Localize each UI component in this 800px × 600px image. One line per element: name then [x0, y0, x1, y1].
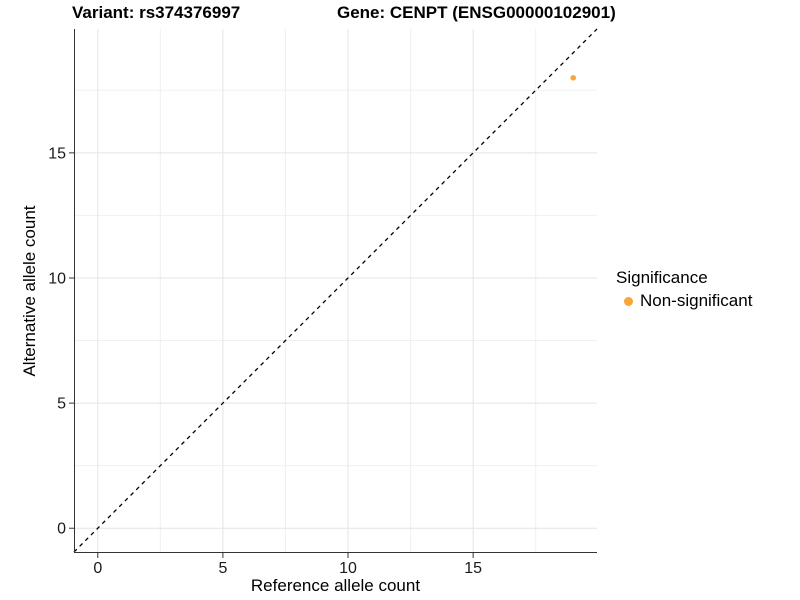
y-tick-label: 10	[48, 270, 66, 287]
x-tick-label: 15	[464, 560, 482, 577]
legend-item-label: Non-significant	[640, 291, 753, 310]
plot-title-gene: Gene: CENPT (ENSG00000102901)	[337, 3, 616, 22]
x-tick-label: 0	[93, 560, 102, 577]
y-tick-label: 5	[57, 396, 66, 413]
identity-line	[73, 28, 598, 553]
data-point	[570, 74, 577, 81]
legend-item: Non-significant	[616, 291, 752, 311]
plot-title-variant: Variant: rs374376997	[72, 3, 241, 22]
y-tick-label: 0	[57, 521, 66, 538]
x-tick-label: 5	[218, 560, 227, 577]
x-axis-label: Reference allele count	[250, 576, 421, 595]
y-tick-label: 15	[48, 145, 66, 162]
legend-point-swatch	[624, 296, 633, 306]
y-axis-label: Alternative allele count	[20, 205, 39, 377]
legend-title: Significance	[616, 268, 708, 287]
x-tick-label: 10	[339, 560, 357, 577]
legend: Significance Non-significant	[616, 268, 752, 311]
